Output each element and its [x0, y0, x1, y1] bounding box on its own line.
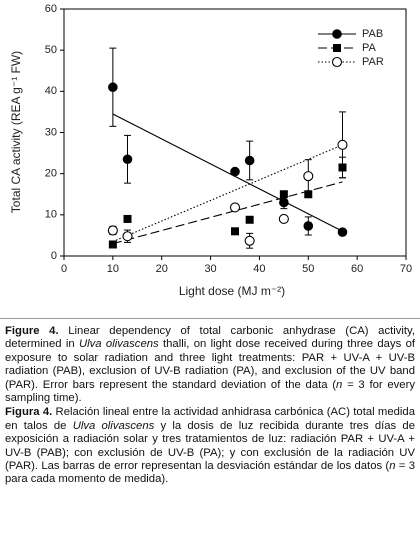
x-tick-label: 60: [351, 263, 363, 275]
caption-text: Ulva olivascens: [78, 338, 159, 351]
caption-text: n: [336, 378, 343, 391]
caption-text: Figure 4.: [5, 325, 59, 337]
marker: [230, 166, 240, 177]
x-tick-label: 50: [302, 263, 314, 275]
plot-frame: [63, 8, 407, 257]
x-tick-label: 20: [156, 263, 168, 275]
y-tick-label: 40: [45, 85, 57, 97]
marker: [122, 154, 133, 165]
marker: [108, 240, 117, 249]
x-tick-label: 0: [61, 263, 67, 275]
y-tick-label: 20: [45, 168, 57, 180]
y-tick-label: 30: [45, 126, 57, 138]
caption-text: thalli, on light dose received during th…: [5, 338, 415, 391]
x-tick-label: 70: [400, 263, 412, 275]
caption-english: Figure 4. Linear dependency of total car…: [5, 325, 415, 405]
caption-text: Ulva olivascens: [72, 419, 155, 432]
trend-line: [112, 113, 343, 232]
marker: [337, 139, 348, 150]
marker: [332, 29, 342, 39]
marker: [123, 214, 132, 223]
marker: [278, 213, 289, 224]
marker: [229, 202, 241, 213]
legend-label: PAR: [362, 56, 384, 68]
caption-text: Linear dependency of total carbonic anhy…: [5, 325, 415, 351]
x-axis-label: Light dose (MJ m⁻²): [179, 284, 285, 298]
caption-text: = 3 para cada momento de medida).: [5, 460, 415, 486]
marker: [333, 44, 341, 52]
marker: [303, 221, 314, 231]
y-axis-label: Total CA activity (REA g⁻¹ FW): [9, 51, 23, 213]
y-tick-label: 10: [45, 209, 57, 221]
caption-text: Figura 4.: [5, 406, 53, 419]
legend-label: PA: [362, 42, 377, 54]
marker: [279, 190, 288, 199]
caption-spanish: Figura 4. Relación lineal entre la activ…: [5, 406, 415, 486]
marker: [331, 56, 343, 68]
x-tick-label: 30: [204, 263, 216, 275]
marker: [304, 190, 313, 199]
marker: [231, 227, 239, 236]
y-tick-label: 0: [51, 250, 57, 262]
marker: [303, 171, 314, 182]
legend-label: PAB: [362, 28, 383, 40]
marker: [107, 225, 118, 236]
x-tick-label: 10: [107, 263, 119, 275]
marker: [244, 155, 255, 166]
caption-text: y la dosis de luz recibida durante tres …: [5, 419, 415, 473]
trend-line: [112, 144, 343, 243]
marker: [279, 197, 289, 208]
x-tick-label: 40: [253, 263, 265, 275]
caption-text: n: [389, 460, 396, 473]
marker: [108, 82, 118, 93]
marker: [337, 227, 348, 237]
marker: [244, 235, 255, 246]
y-tick-label: 50: [45, 44, 57, 56]
caption-text: = 3 for every sampling time).: [5, 378, 415, 405]
marker: [245, 215, 254, 224]
trend-line: [112, 181, 343, 245]
y-tick-label: 60: [45, 3, 57, 15]
chart: Light dose (MJ m⁻²) Total CA activity (R…: [9, 3, 412, 298]
caption-text: Relación lineal entre la actividad anhid…: [5, 406, 415, 432]
marker: [122, 231, 133, 242]
caption: Figure 4. Linear dependency of total car…: [0, 318, 420, 488]
